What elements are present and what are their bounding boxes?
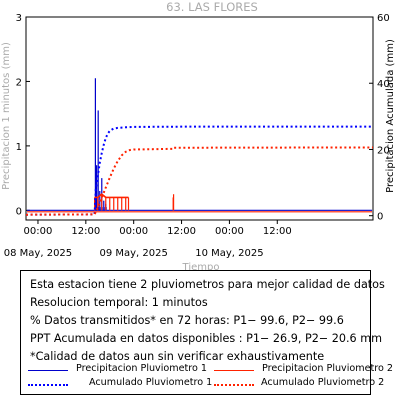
x-tick-label: 12:00 <box>263 226 292 237</box>
series-precip-p2-band <box>94 193 129 199</box>
y-left-tick-label: 2 <box>16 77 22 88</box>
info-line-quality: *Calidad de datos aun sin verificar exha… <box>30 350 325 363</box>
legend-label-precip-p1: Precipitacion Pluviometro 1 <box>76 363 208 374</box>
legend-swatch-acum-p1 <box>28 384 68 386</box>
plot-frame <box>25 16 374 221</box>
x-date-label: 08 May, 2025 <box>4 248 72 259</box>
info-line-stations: Esta estacion tiene 2 pluviometros para … <box>30 278 385 291</box>
y-right-tick-label: 20 <box>377 145 390 156</box>
x-tick-label: 00:00 <box>24 226 53 237</box>
y-left-tick-label: 3 <box>16 13 22 24</box>
x-tick-label: 00:00 <box>119 226 148 237</box>
legend-swatch-precip-p1 <box>28 370 68 371</box>
series-acum-p1 <box>25 125 373 216</box>
y-right-tick-label: 40 <box>377 79 390 90</box>
x-tick-label: 12:00 <box>167 226 196 237</box>
legend-label-acum-p2: Acumulado Pluviometro 2 <box>261 377 385 388</box>
y-right-tick-label: 0 <box>377 212 383 223</box>
rainfall-chart: 63. LAS FLORES 0 1 2 3 0 20 40 60 00:00 12:00 00:0… <box>1 0 396 270</box>
chart-title: 63. LAS FLORES <box>166 0 258 14</box>
series-acum-p2 <box>25 146 374 216</box>
legend-label-precip-p2: Precipitacion Pluviometro 2 <box>262 363 394 374</box>
y-left-tick-label: 1 <box>16 142 22 153</box>
legend-swatch-acum-p2 <box>214 384 254 386</box>
y-axis-left-label: Precipitacion 1 minutos (mm) <box>1 42 12 190</box>
info-line-accumulated: PPT Acumulada en datos disponibles : P1−… <box>30 332 383 345</box>
x-date-label: 10 May, 2025 <box>195 248 263 259</box>
legend-swatch-precip-p2 <box>214 370 254 371</box>
info-line-transmitted: % Datos transmitidos* en 72 horas: P1− 9… <box>30 314 344 327</box>
info-line-resolution: Resolucion temporal: 1 minutos <box>30 296 208 309</box>
y-axis-right-label: Precipitacion Acumulada (mm) <box>385 39 396 193</box>
y-left-tick-label: 0 <box>16 206 22 217</box>
x-axis-label: Tiempo <box>182 262 220 270</box>
y-right-tick-label: 60 <box>377 13 390 24</box>
legend-label-acum-p1: Acumulado Pluviometro 1 <box>89 377 213 388</box>
x-tick-label: 00:00 <box>215 226 244 237</box>
x-date-label: 09 May, 2025 <box>99 248 167 259</box>
x-tick-label: 12:00 <box>71 226 100 237</box>
info-panel: Esta estacion tiene 2 pluviometros para … <box>20 270 393 395</box>
